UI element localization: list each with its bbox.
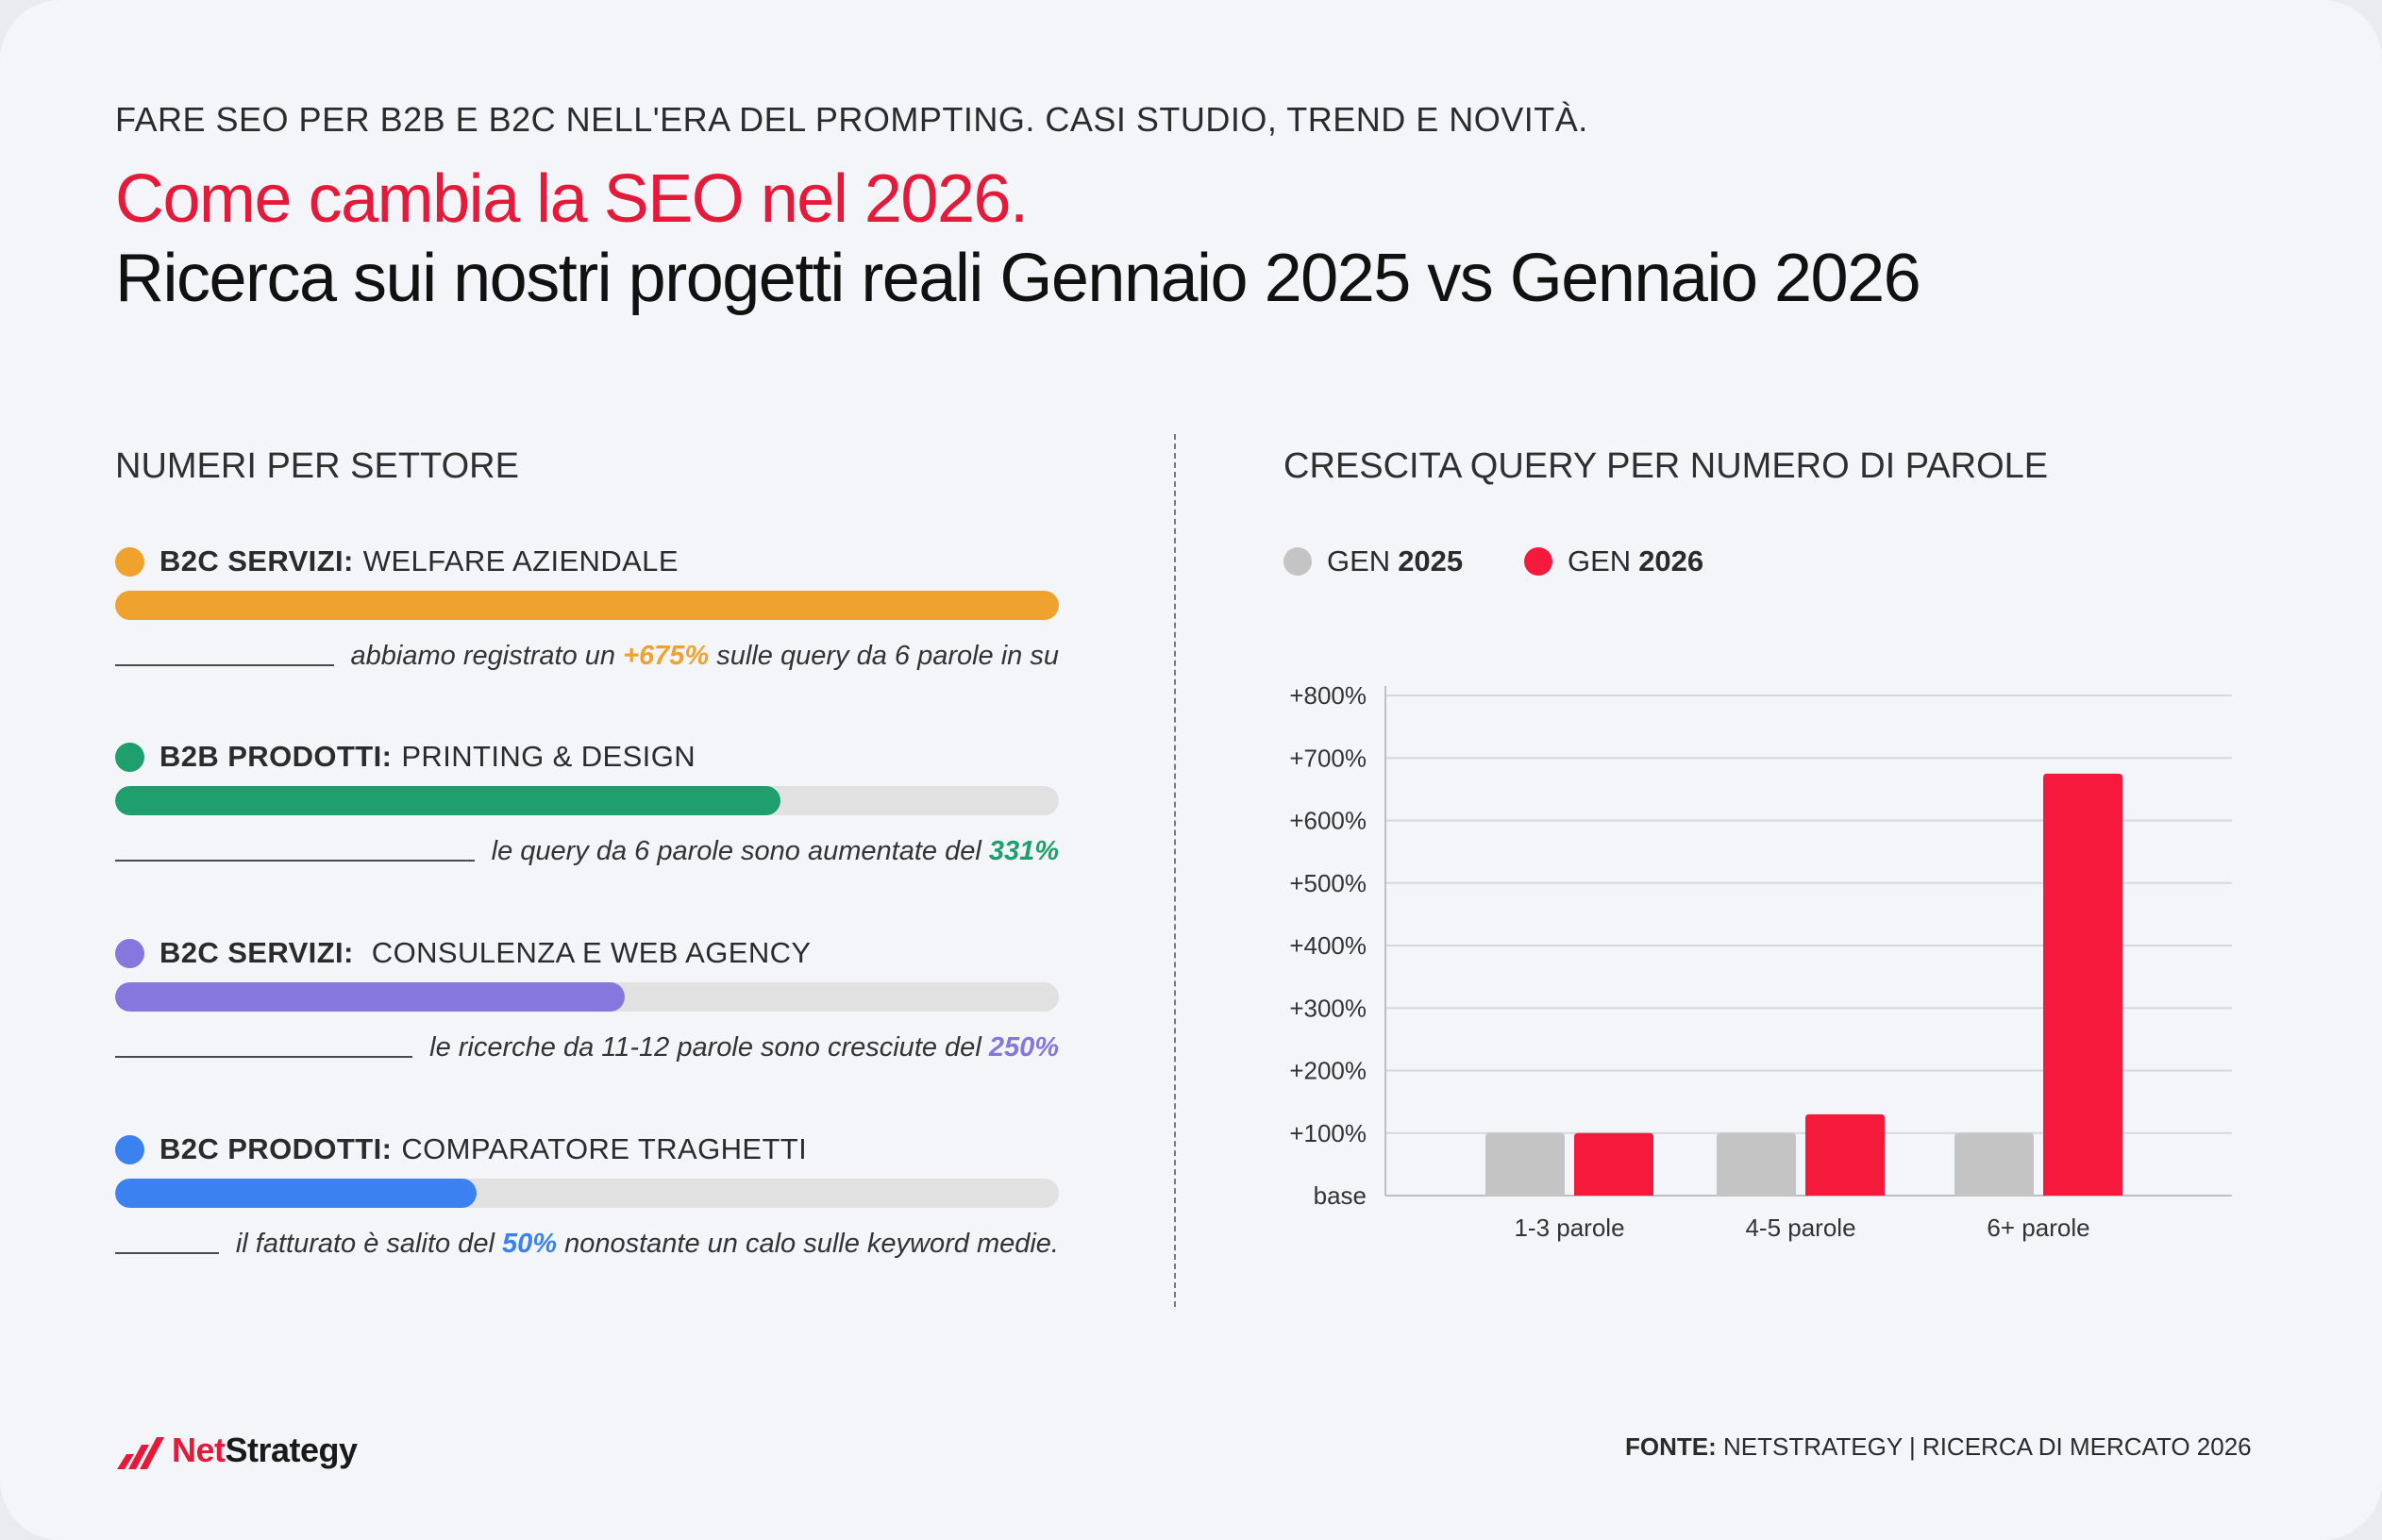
legend-year: 2026 <box>1638 544 1704 578</box>
sector-label: B2C SERVIZI: WELFARE AZIENDALE <box>115 543 679 580</box>
sector-category: B2B PRODOTTI: <box>159 740 393 773</box>
netstrategy-logo: NetStrategy <box>115 1427 358 1474</box>
note-rule <box>115 664 334 666</box>
sector-note: il fatturato è salito del 50% nonostante… <box>115 1222 1059 1260</box>
title-subtitle: Ricerca sui nostri progetti reali Gennai… <box>115 241 1921 316</box>
note-before: le ricerche da 11-12 parole sono cresciu… <box>429 1032 981 1063</box>
sector-progress-track <box>115 591 1059 620</box>
legend-prefix: GEN <box>1568 544 1632 578</box>
sector-progress-fill <box>115 982 625 1012</box>
note-rule <box>115 1056 413 1058</box>
sector-note: le ricerche da 11-12 parole sono cresciu… <box>115 1026 1059 1063</box>
note-rule <box>115 860 475 862</box>
note-after: nonostante un calo sulle keyword medie. <box>564 1229 1059 1259</box>
bar-2025 <box>1717 1132 1796 1196</box>
note-value: 250% <box>988 1032 1059 1063</box>
legend-year: 2025 <box>1398 544 1464 578</box>
sector-name: PRINTING & DESIGN <box>401 740 696 773</box>
sector-dot-icon <box>115 546 144 577</box>
sector-category: B2C SERVIZI: <box>159 936 354 969</box>
sector-category: B2C PRODOTTI: <box>159 1132 393 1165</box>
y-tick-label: +700% <box>1289 744 1367 772</box>
sector-label: B2C PRODOTTI: COMPARATORE TRAGHETTI <box>115 1130 807 1168</box>
note-text: le query da 6 parole sono aumentate del … <box>492 836 1059 867</box>
title-highlight: Come cambia la SEO nel 2026. <box>115 161 1029 237</box>
note-text: le ricerche da 11-12 parole sono cresciu… <box>429 1032 1059 1063</box>
y-tick-label: +600% <box>1289 807 1367 835</box>
note-value: 331% <box>988 836 1059 866</box>
sector-note: abbiamo registrato un +675% sulle query … <box>115 634 1059 672</box>
legend-item-2026: GEN 2026 <box>1524 543 1703 580</box>
left-section-heading: NUMERI PER SETTORE <box>115 446 519 486</box>
sector-label: B2B PRODOTTI: PRINTING & DESIGN <box>115 738 696 776</box>
legend-prefix: GEN <box>1327 544 1391 578</box>
y-tick-label: +300% <box>1289 994 1367 1022</box>
source-caption: FONTE: NETSTRATEGY | RICERCA DI MERCATO … <box>1625 1432 2252 1462</box>
y-tick-label: +100% <box>1289 1119 1367 1147</box>
note-value: +675% <box>623 641 710 671</box>
y-tick-label: +800% <box>1289 681 1367 710</box>
bar-2025 <box>1485 1132 1565 1196</box>
logo-slashes-icon <box>117 1437 164 1469</box>
sector-progress-fill <box>115 786 780 815</box>
sector-progress-track <box>115 982 1059 1012</box>
kicker-text: FARE SEO PER B2B E B2C NELL'ERA DEL PROM… <box>115 100 1588 139</box>
sector-dot-icon <box>115 1134 144 1164</box>
note-before: le query da 6 parole sono aumentate del <box>491 836 981 866</box>
bar-2026 <box>2043 773 2122 1196</box>
sector-name: WELFARE AZIENDALE <box>362 544 679 578</box>
note-before: il fatturato è salito del <box>235 1229 495 1259</box>
y-tick-label: +400% <box>1289 931 1367 960</box>
source-text: NETSTRATEGY | RICERCA DI MERCATO 2026 <box>1723 1432 2252 1461</box>
legend-dot-icon <box>1524 547 1552 576</box>
sector-progress-track <box>115 1179 1059 1208</box>
legend-item-2025: GEN 2025 <box>1283 543 1463 580</box>
source-label: FONTE: <box>1625 1432 1717 1461</box>
sector-progress-track <box>115 786 1059 815</box>
note-text: abbiamo registrato un +675% sulle query … <box>351 641 1059 672</box>
y-tick-label: +200% <box>1289 1057 1367 1085</box>
sector-name: CONSULENZA E WEB AGENCY <box>362 936 812 969</box>
bar-chart: base +100% +200% +300% +400% +500% +600% +700% +… <box>1289 681 2232 1242</box>
note-before: abbiamo registrato un <box>350 641 616 671</box>
bar-2026 <box>1805 1113 1885 1196</box>
right-section-heading: CRESCITA QUERY PER NUMERO DI PAROLE <box>1283 446 2049 486</box>
bar-2025 <box>1954 1132 2034 1196</box>
x-tick-label: 4-5 parole <box>1745 1214 1855 1242</box>
y-tick-label: base <box>1314 1181 1367 1210</box>
y-tick-label: +500% <box>1289 869 1367 897</box>
logo-text: NetStrategy <box>172 1431 358 1469</box>
bar-2026 <box>1574 1132 1653 1196</box>
sector-progress-fill <box>115 591 1059 620</box>
sector-dot-icon <box>115 742 144 772</box>
sector-category: B2C SERVIZI: <box>159 544 354 578</box>
legend-dot-icon <box>1283 547 1312 576</box>
sector-note: le query da 6 parole sono aumentate del … <box>115 829 1059 867</box>
x-tick-label: 1-3 parole <box>1514 1214 1624 1242</box>
sector-name: COMPARATORE TRAGHETTI <box>401 1132 808 1165</box>
note-text: il fatturato è salito del 50% nonostante… <box>236 1229 1059 1260</box>
note-after: sulle query da 6 parole in su <box>716 641 1059 671</box>
note-rule <box>115 1252 219 1254</box>
section-divider <box>1174 434 1176 1307</box>
sector-progress-fill <box>115 1179 477 1208</box>
sector-dot-icon <box>115 938 144 968</box>
note-value: 50% <box>501 1229 557 1259</box>
sector-label: B2C SERVIZI: CONSULENZA E WEB AGENCY <box>115 934 812 972</box>
x-tick-label: 6+ parole <box>1987 1214 2089 1242</box>
